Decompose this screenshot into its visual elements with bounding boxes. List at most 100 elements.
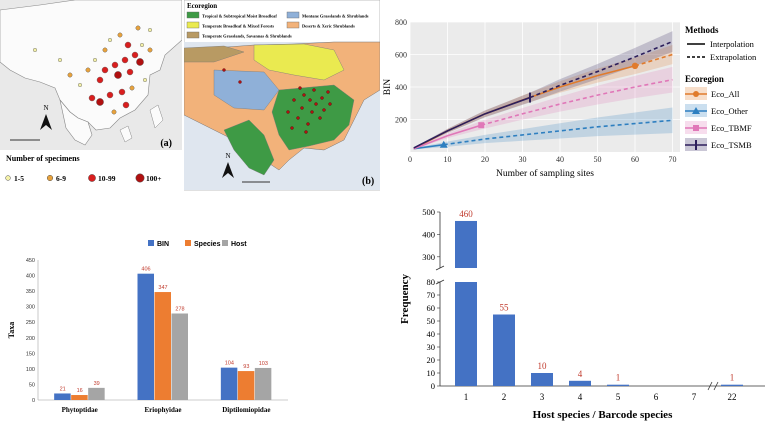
legend-label: 10-99 — [98, 174, 116, 183]
legend-marker — [5, 175, 11, 181]
map-b-grassland-region — [183, 45, 245, 63]
map-a-peninsula — [59, 99, 93, 146]
specimen-point — [117, 32, 123, 38]
x-tick-label: 3 — [540, 392, 545, 402]
specimen-point — [118, 88, 126, 96]
rarefaction-chart-panel: 0 10 20 30 40 50 60 70 200 400 600 800 Number of sam… — [380, 0, 780, 192]
extrapolation-line — [481, 78, 673, 126]
bar-value-label: 347 — [158, 285, 167, 291]
y-tick-label: 400 — [26, 274, 35, 280]
specimen-point — [328, 102, 332, 106]
north-arrow-icon — [40, 114, 52, 130]
bar — [154, 292, 171, 400]
interpolation-line — [413, 143, 444, 150]
specimen-point — [318, 116, 322, 120]
y-tick-label: 500 — [422, 207, 435, 217]
y-tick-label: 450 — [26, 258, 35, 264]
specimen-point — [139, 43, 144, 48]
x-axis-label: Number of sampling sites — [496, 168, 594, 179]
north-arrow-icon — [222, 162, 234, 178]
specimen-point — [286, 110, 290, 114]
legend-swatch — [186, 31, 200, 39]
specimen-point — [67, 72, 73, 78]
bar — [137, 273, 154, 400]
specimen-point — [58, 58, 63, 63]
bar — [607, 384, 629, 386]
x-tick-label: Diptilomiopidae — [222, 406, 270, 414]
observed-point — [478, 122, 485, 129]
bar-value-label: 1 — [730, 373, 735, 383]
map-b-montane-region — [213, 69, 280, 111]
y-tick-label: 70 — [427, 290, 436, 300]
x-tick-label: 20 — [481, 155, 489, 164]
legend-label: Montane Grasslands & Shrublands — [302, 14, 369, 19]
y-tick-label: 400 — [422, 229, 435, 239]
y-tick-label: 0 — [431, 381, 435, 391]
x-tick-label: 10 — [444, 155, 452, 164]
map-b-temperate-broadleaf-region — [253, 43, 345, 81]
specimen-point — [147, 47, 153, 53]
specimen-point — [306, 122, 310, 126]
legend-marker — [692, 107, 700, 114]
y-tick-label: 800 — [395, 18, 407, 27]
map-a: N (a) Number of specimens 1-5 6-9 10-99 100… — [0, 0, 183, 183]
axis-break-mark — [713, 381, 719, 391]
legend-title: Ecoregion — [685, 74, 724, 84]
y-tick-label: 40 — [427, 329, 436, 339]
legend-marker — [695, 140, 697, 150]
map-a-panel: N (a) Number of specimens 1-5 6-9 10-99 100… — [0, 0, 183, 192]
y-axis-label: Frequency — [399, 274, 411, 324]
legend-label: Deserts & Xeric Shrublands — [302, 24, 355, 29]
extrapolation-line — [529, 40, 673, 99]
bar — [455, 282, 477, 386]
legend-label: Host — [231, 241, 247, 248]
bar-value-label: 21 — [60, 386, 66, 392]
x-tick-label: 60 — [631, 155, 639, 164]
specimen-point — [129, 85, 135, 91]
specimen-point — [222, 68, 226, 72]
legend-label: Tropical & Subtropical Moist Broadleaf — [202, 14, 277, 19]
interpolation-line — [413, 124, 482, 150]
legend-swatch — [222, 240, 228, 246]
rarefaction-chart: 0 10 20 30 40 50 60 70 200 400 600 800 Number of sam… — [383, 18, 757, 179]
specimen-point — [102, 47, 108, 53]
map-a-island-2 — [119, 125, 133, 143]
y-tick-label: 300 — [422, 252, 435, 262]
legend-marker — [693, 91, 699, 97]
bar-value-label: 39 — [94, 381, 100, 387]
bar — [88, 387, 105, 400]
y-tick-label: 50 — [427, 316, 436, 326]
legend-label: Species — [194, 241, 221, 248]
specimen-point — [290, 126, 294, 130]
specimen-point — [122, 101, 130, 109]
specimen-point — [147, 28, 152, 33]
confidence-band — [413, 44, 673, 150]
x-tick-label: 50 — [594, 155, 602, 164]
specimen-point — [111, 61, 119, 69]
bar — [237, 371, 255, 400]
map-a-panel-label: (a) — [160, 138, 172, 149]
specimen-point — [77, 82, 82, 87]
specimen-point — [314, 102, 318, 106]
map-a-north-label: N — [43, 104, 48, 112]
y-tick-label: 400 — [395, 83, 407, 92]
observed-point — [529, 92, 531, 103]
y-tick-label: 200 — [26, 336, 35, 342]
bar — [569, 380, 591, 386]
specimen-point — [320, 96, 324, 100]
x-axis-label: Host species / Barcode species — [533, 409, 673, 421]
specimen-point — [322, 108, 326, 112]
map-b-legend-title: Ecoregion — [187, 2, 217, 10]
specimen-point — [310, 110, 314, 114]
map-a-legend-title: Number of specimens — [6, 154, 80, 163]
map-a-legend: 1-5 6-9 10-99 100+ — [5, 173, 162, 183]
specimen-point — [308, 98, 312, 102]
legend-label: Temperate Grasslands, Savannas & Shrubla… — [202, 34, 292, 39]
axis-break-mark — [707, 381, 713, 391]
legend-swatch — [185, 240, 191, 246]
specimen-point — [131, 51, 139, 59]
legend-swatch — [148, 240, 154, 246]
map-b-north-label: N — [225, 152, 230, 160]
x-tick-label: 40 — [556, 155, 564, 164]
frequency-bar-chart: 300 400 500 0 10 20 30 40 50 60 70 80 Frequency 460 1 5… — [399, 207, 765, 421]
